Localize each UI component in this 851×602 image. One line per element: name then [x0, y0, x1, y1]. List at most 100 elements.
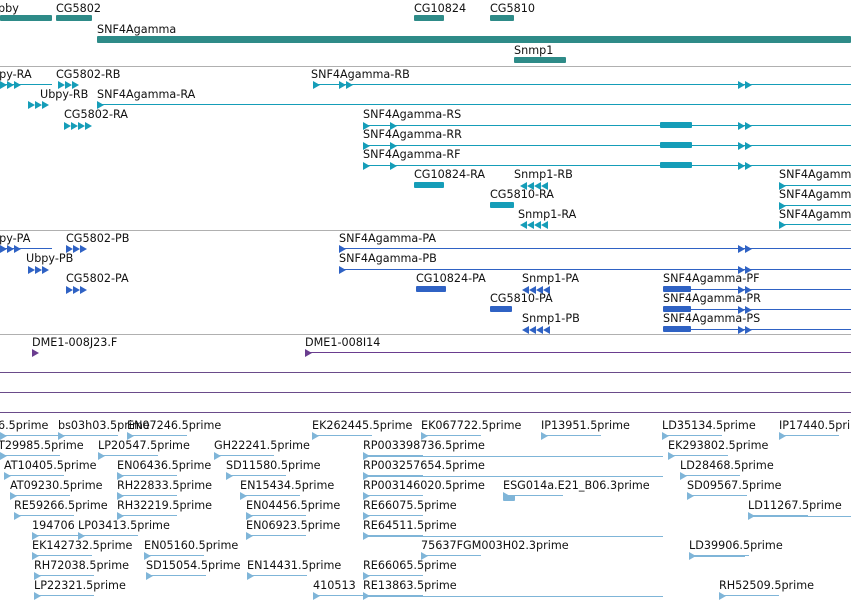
strand-arrow-icon[interactable] [32, 532, 39, 540]
gene-block[interactable] [490, 15, 514, 21]
strand-arrow-icon[interactable] [0, 81, 7, 89]
strand-arrow-icon[interactable] [522, 286, 529, 294]
strand-arrow-icon[interactable] [745, 142, 752, 150]
strand-arrow-icon[interactable] [35, 266, 42, 274]
strand-arrow-icon[interactable] [738, 81, 745, 89]
gene-block[interactable] [0, 15, 52, 21]
strand-arrow-icon[interactable] [390, 162, 397, 170]
feature-block[interactable] [416, 286, 446, 292]
strand-arrow-icon[interactable] [668, 452, 675, 460]
gene-block[interactable] [56, 15, 92, 21]
feature-block[interactable] [414, 182, 444, 188]
strand-arrow-icon[interactable] [738, 162, 745, 170]
strand-arrow-icon[interactable] [65, 81, 72, 89]
strand-arrow-icon[interactable] [127, 432, 134, 440]
strand-arrow-icon[interactable] [662, 432, 669, 440]
strand-arrow-icon[interactable] [32, 349, 39, 357]
strand-arrow-icon[interactable] [28, 266, 35, 274]
strand-arrow-icon[interactable] [541, 182, 548, 190]
strand-arrow-icon[interactable] [339, 266, 346, 274]
strand-arrow-icon[interactable] [80, 286, 87, 294]
strand-arrow-icon[interactable] [527, 182, 534, 190]
strand-arrow-icon[interactable] [78, 122, 85, 130]
strand-arrow-icon[interactable] [520, 221, 527, 229]
feature-block[interactable] [490, 306, 512, 312]
strand-arrow-icon[interactable] [146, 572, 153, 580]
strand-arrow-icon[interactable] [240, 492, 247, 500]
strand-arrow-icon[interactable] [246, 532, 253, 540]
strand-arrow-icon[interactable] [313, 592, 320, 600]
strand-arrow-icon[interactable] [226, 472, 233, 480]
strand-arrow-icon[interactable] [98, 452, 105, 460]
strand-arrow-icon[interactable] [66, 245, 73, 253]
strand-arrow-icon[interactable] [421, 432, 428, 440]
strand-arrow-icon[interactable] [745, 306, 752, 314]
strand-arrow-icon[interactable] [522, 326, 529, 334]
strand-arrow-icon[interactable] [58, 432, 65, 440]
strand-arrow-icon[interactable] [745, 326, 752, 334]
strand-arrow-icon[interactable] [14, 81, 21, 89]
strand-arrow-icon[interactable] [745, 266, 752, 274]
strand-arrow-icon[interactable] [117, 512, 124, 520]
strand-arrow-icon[interactable] [117, 492, 124, 500]
strand-arrow-icon[interactable] [214, 452, 221, 460]
strand-arrow-icon[interactable] [339, 81, 346, 89]
strand-arrow-icon[interactable] [738, 326, 745, 334]
strand-arrow-icon[interactable] [71, 122, 78, 130]
strand-arrow-icon[interactable] [346, 81, 353, 89]
strand-arrow-icon[interactable] [534, 221, 541, 229]
strand-arrow-icon[interactable] [745, 81, 752, 89]
strand-arrow-icon[interactable] [534, 182, 541, 190]
strand-arrow-icon[interactable] [745, 162, 752, 170]
strand-arrow-icon[interactable] [738, 245, 745, 253]
strand-arrow-icon[interactable] [97, 101, 104, 109]
strand-arrow-icon[interactable] [312, 432, 319, 440]
strand-arrow-icon[interactable] [719, 592, 726, 600]
strand-arrow-icon[interactable] [339, 245, 346, 253]
strand-arrow-icon[interactable] [541, 221, 548, 229]
strand-arrow-icon[interactable] [745, 122, 752, 130]
strand-arrow-icon[interactable] [28, 101, 35, 109]
strand-arrow-icon[interactable] [34, 592, 41, 600]
strand-arrow-icon[interactable] [421, 552, 428, 560]
strand-arrow-icon[interactable] [738, 286, 745, 294]
strand-arrow-icon[interactable] [390, 142, 397, 150]
strand-arrow-icon[interactable] [78, 532, 85, 540]
strand-arrow-icon[interactable] [738, 266, 745, 274]
strand-arrow-icon[interactable] [363, 142, 370, 150]
strand-arrow-icon[interactable] [0, 245, 7, 253]
strand-arrow-icon[interactable] [543, 326, 550, 334]
strand-arrow-icon[interactable] [363, 162, 370, 170]
strand-arrow-icon[interactable] [0, 452, 7, 460]
strand-arrow-icon[interactable] [305, 349, 312, 357]
strand-arrow-icon[interactable] [34, 572, 41, 580]
strand-arrow-icon[interactable] [363, 122, 370, 130]
feature-block[interactable] [490, 202, 514, 208]
strand-arrow-icon[interactable] [745, 245, 752, 253]
strand-arrow-icon[interactable] [520, 182, 527, 190]
strand-arrow-icon[interactable] [80, 245, 87, 253]
strand-arrow-icon[interactable] [73, 286, 80, 294]
strand-arrow-icon[interactable] [72, 81, 79, 89]
strand-arrow-icon[interactable] [745, 286, 752, 294]
strand-arrow-icon[interactable] [14, 512, 21, 520]
strand-arrow-icon[interactable] [779, 182, 786, 190]
feature-block[interactable] [660, 122, 692, 128]
strand-arrow-icon[interactable] [42, 101, 49, 109]
strand-arrow-icon[interactable] [85, 122, 92, 130]
strand-arrow-icon[interactable] [58, 81, 65, 89]
strand-arrow-icon[interactable] [536, 286, 543, 294]
strand-arrow-icon[interactable] [779, 221, 786, 229]
strand-arrow-icon[interactable] [42, 266, 49, 274]
strand-arrow-icon[interactable] [680, 472, 687, 480]
strand-arrow-icon[interactable] [246, 512, 253, 520]
feature-block[interactable] [660, 142, 692, 148]
strand-arrow-icon[interactable] [738, 306, 745, 314]
strand-arrow-icon[interactable] [313, 81, 320, 89]
strand-arrow-icon[interactable] [738, 122, 745, 130]
strand-arrow-icon[interactable] [73, 245, 80, 253]
strand-arrow-icon[interactable] [687, 492, 694, 500]
strand-arrow-icon[interactable] [738, 142, 745, 150]
strand-arrow-icon[interactable] [117, 472, 124, 480]
strand-arrow-icon[interactable] [32, 552, 39, 560]
